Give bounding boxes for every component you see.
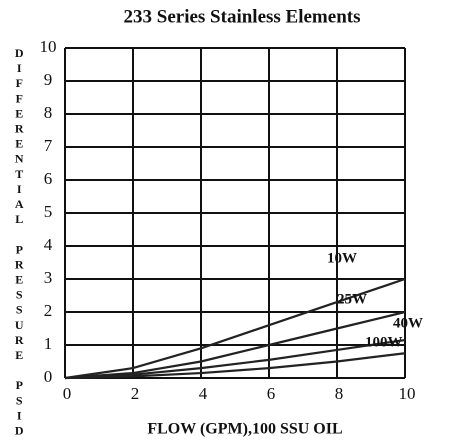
- series-label: 40W: [393, 315, 423, 331]
- x-tick-label: 4: [199, 384, 208, 403]
- x-tick-label: 6: [267, 384, 276, 403]
- y-tick-label: 2: [44, 301, 53, 320]
- series-label: 10W: [327, 250, 357, 266]
- x-tick-label: 10: [399, 384, 416, 403]
- y-tick-label: 1: [44, 334, 53, 353]
- y-tick-label: 6: [44, 169, 53, 188]
- line-series: [64, 310, 406, 380]
- y-tick-label: 7: [44, 136, 53, 155]
- y-tick-label: 0: [44, 367, 53, 386]
- x-tick-label: 8: [335, 384, 344, 403]
- y-tick-label: 9: [44, 70, 53, 89]
- x-axis-label: FLOW (GPM),100 SSU OIL: [147, 421, 342, 438]
- series-label: 25W: [337, 291, 367, 307]
- line-series: [64, 277, 406, 380]
- y-axis-label: DIFFERENTIAL PRESSURE PSID: [12, 46, 26, 439]
- y-tick-label: 10: [40, 37, 57, 56]
- series-label: 100W: [365, 335, 403, 351]
- x-tick-label: 0: [63, 384, 72, 403]
- line-series: [64, 352, 406, 380]
- line-series: [64, 338, 406, 380]
- x-tick-label: 2: [131, 384, 140, 403]
- y-tick-label: 5: [44, 202, 53, 221]
- y-tick-label: 3: [44, 268, 53, 287]
- y-tick-label: 8: [44, 103, 53, 122]
- chart-title: 233 Series Stainless Elements: [124, 6, 361, 27]
- y-tick-label: 4: [44, 235, 53, 254]
